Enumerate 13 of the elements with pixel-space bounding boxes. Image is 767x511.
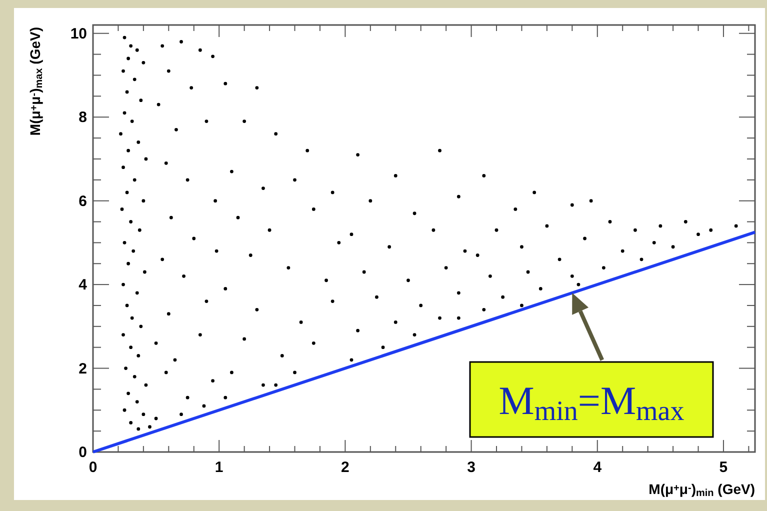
y-tick-label: 10	[70, 25, 87, 42]
y-tick-label: 6	[78, 192, 87, 210]
y-tick-label: 4	[78, 276, 88, 294]
x-tick-label: 5	[719, 459, 728, 476]
x-tick-label: 4	[593, 459, 602, 476]
annotation: M$_{min}$=M$_{max}$	[498, 378, 684, 427]
x-tick-label: 3	[467, 459, 476, 476]
x-tick-label: 1	[214, 459, 224, 476]
x-axis-title: M(μ$^{+}$μ$^{-}$)$_{min}$ (GeV)	[648, 481, 755, 499]
y-tick-label: 8	[78, 109, 87, 126]
x-tick-label: 2	[341, 459, 350, 476]
y-tick-label: 0	[78, 444, 87, 461]
y-tick-label: 2	[78, 360, 87, 378]
